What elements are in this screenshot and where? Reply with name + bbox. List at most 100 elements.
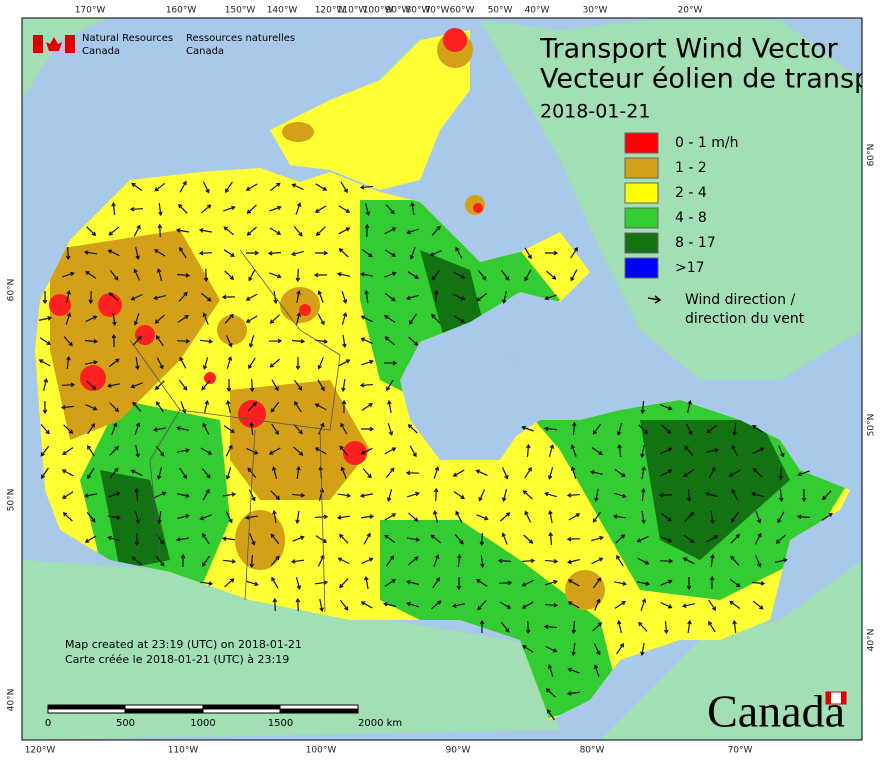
wind-arrow: [641, 465, 646, 480]
wind-arrow: [384, 249, 397, 257]
legend-label: 1 - 2: [675, 160, 707, 176]
wind-arrow: [336, 515, 351, 520]
wind-arrow: [593, 664, 600, 677]
wind-arrow: [134, 422, 141, 435]
wind-arrow: [521, 579, 534, 587]
wind-arrow: [592, 577, 602, 589]
wind-arrow: [245, 250, 260, 256]
wind-arrow: [522, 490, 533, 500]
wind-arrow: [476, 514, 489, 521]
wind-arrow: [130, 382, 143, 389]
wind-arrow: [202, 181, 210, 194]
wind-arrow: [337, 557, 350, 565]
wind-arrow: [269, 227, 282, 235]
wind-arrow: [709, 575, 715, 590]
wind-arrow: [524, 247, 532, 260]
wind-arrow: [314, 580, 329, 585]
wind-arrow: [107, 249, 120, 257]
wind-arrow: [317, 357, 324, 370]
title: Vecteur éolien de transp: [540, 64, 871, 95]
wind-arrow: [313, 272, 328, 278]
wind-arrow: [178, 379, 188, 391]
wordmark-flag: [841, 692, 846, 704]
wind-arrow: [636, 535, 649, 543]
wind-arrow: [152, 427, 167, 432]
wind-arrow: [201, 204, 212, 214]
graticule-label: 120°W: [315, 6, 346, 16]
wind-arrow: [248, 489, 256, 502]
wind-arrow: [752, 468, 763, 478]
wind-arrow: [66, 289, 71, 304]
wind-arrow: [592, 511, 602, 523]
wind-arrow: [131, 182, 143, 191]
wind-arrow: [108, 226, 120, 236]
wind-arrow: [710, 553, 715, 568]
flag: [46, 37, 62, 51]
wind-arrow: [544, 294, 557, 301]
wind-arrow: [338, 205, 351, 213]
wind-arrow: [730, 555, 740, 566]
wind-arrow: [291, 493, 306, 498]
zone: [135, 325, 155, 345]
wind-arrow: [407, 491, 420, 498]
wind-arrow: [548, 444, 555, 457]
wind-arrow: [85, 315, 98, 323]
wind-arrow: [637, 557, 650, 565]
wind-arrow: [732, 619, 737, 634]
scale-label: 2000 km: [358, 718, 402, 729]
wind-arrow: [728, 469, 741, 477]
wind-arrow: [223, 425, 235, 434]
legend-label: 0 - 1 m/h: [675, 135, 738, 151]
wind-arrow: [453, 315, 466, 323]
wind-arrow: [270, 401, 280, 413]
wind-arrow: [85, 404, 98, 411]
wind-arrow: [359, 185, 374, 190]
wind-arrow: [708, 599, 717, 611]
wind-arrow: [364, 289, 369, 304]
wind-arrow: [500, 512, 511, 522]
scale-label: 500: [116, 718, 135, 729]
wind-arrow: [544, 602, 559, 608]
wind-arrow: [153, 294, 166, 301]
wind-arrow: [247, 401, 257, 412]
wind-arrow: [317, 379, 325, 392]
wind-arrow: [705, 491, 718, 498]
wind-arrow: [687, 619, 692, 634]
wind-arrow: [135, 445, 140, 459]
graticule-label: 60°N: [867, 144, 877, 167]
zone: [235, 510, 285, 570]
wind-arrow: [614, 492, 627, 499]
wind-arrow: [686, 576, 692, 591]
wind-arrow: [616, 423, 623, 436]
wind-arrow: [315, 183, 328, 191]
wind-arrow: [336, 272, 350, 277]
graticule-label: 100°W: [306, 746, 337, 756]
wind-arrow: [360, 315, 373, 323]
wind-arrow: [271, 466, 278, 479]
wind-arrow: [178, 203, 188, 214]
wind-arrow: [314, 514, 329, 520]
wind-arrow: [660, 512, 672, 522]
wind-arrow: [592, 423, 602, 435]
wind-arrow: [706, 424, 718, 434]
agency-fr: Ressources naturelles: [186, 33, 295, 44]
wind-arrow: [295, 577, 302, 590]
wind-arrow: [39, 316, 53, 321]
wind-arrow: [267, 250, 282, 256]
graticule-label: 40°W: [525, 6, 550, 16]
wind-arrow: [500, 269, 510, 281]
wind-arrow: [340, 466, 347, 479]
wind-arrow: [224, 313, 234, 324]
wind-arrow: [224, 270, 235, 280]
wind-arrow: [340, 422, 348, 435]
wind-arrow: [226, 356, 233, 369]
wind-arrow: [567, 601, 580, 609]
wind-arrow: [431, 269, 441, 281]
wind-arrow: [383, 360, 398, 366]
wind-arrow: [406, 294, 419, 301]
wind-arrow: [317, 290, 324, 303]
wind-arrow: [638, 621, 648, 632]
wind-arrow: [132, 335, 142, 346]
wind-arrow: [431, 313, 441, 324]
wind-arrow: [132, 401, 142, 412]
